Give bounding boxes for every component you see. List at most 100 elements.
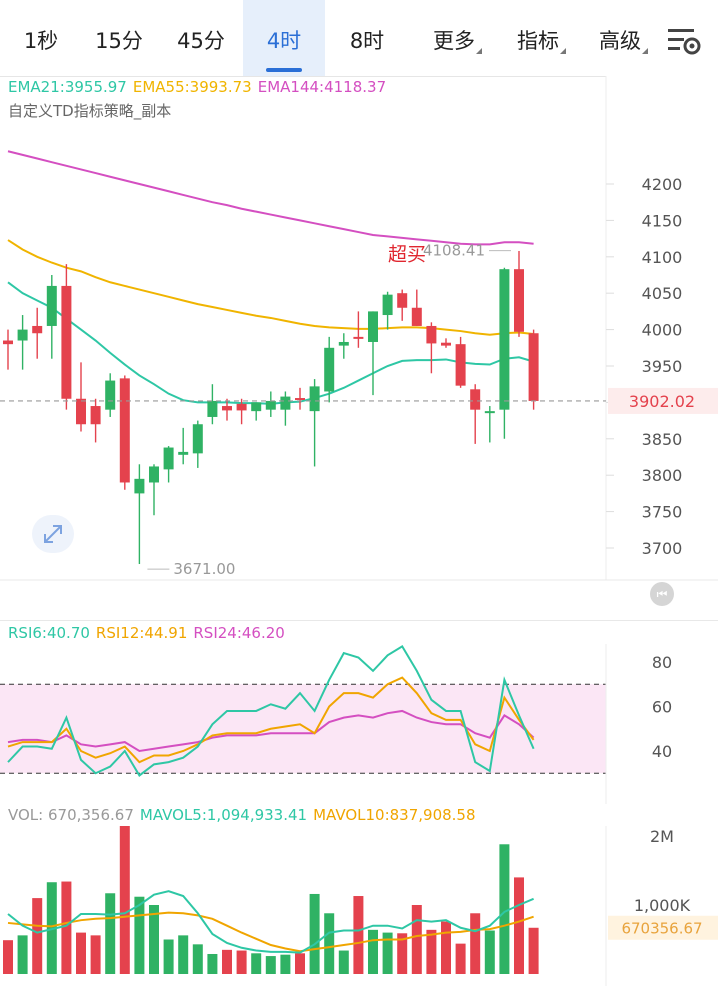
volume-bar [353, 896, 364, 974]
price-axis-label: 3850 [642, 430, 683, 449]
candle-body [353, 336, 364, 339]
dropdown-triangle-icon [642, 48, 648, 54]
current-price-tag [608, 387, 718, 414]
candle-body [3, 340, 13, 345]
volume-bar [338, 950, 349, 974]
volume-bar [484, 930, 495, 974]
expand-chart-icon[interactable] [32, 515, 74, 553]
divider [0, 620, 718, 621]
candle-body [119, 378, 130, 483]
candle-body [295, 398, 305, 401]
volume-bar [382, 932, 393, 974]
price-axis-label: 4150 [642, 211, 683, 230]
candle-body [46, 285, 57, 326]
volume-bar [134, 896, 145, 974]
candle-body [280, 396, 291, 410]
tab-advanced-dropdown[interactable]: 高级 [582, 0, 658, 76]
candle-body [382, 294, 393, 316]
ema21-line [7, 281, 534, 405]
chart-settings-icon[interactable] [664, 25, 704, 57]
volume-bar [192, 944, 203, 974]
candle-body [470, 389, 481, 410]
candle-body [251, 402, 262, 412]
volume-bar [236, 950, 247, 974]
volume-bar [455, 943, 466, 974]
tab-label: 1秒 [23, 29, 59, 53]
ema55-line [7, 239, 534, 336]
candle-body [309, 386, 320, 412]
price-axis-label: 3950 [642, 357, 683, 376]
volume-bar [397, 933, 408, 974]
candlestick-chart[interactable]: 4200415041004050400039503900385038003750… [0, 76, 718, 586]
volume-bar [178, 935, 189, 974]
volume-bar [32, 898, 43, 974]
tab-15m[interactable]: 15分 [86, 0, 152, 76]
volume-bar [441, 921, 451, 974]
tab-label: 8时 [349, 29, 385, 53]
rsi-legend: RSI6:40.70 RSI12:44.91 RSI24:46.20 [8, 624, 291, 642]
price-axis-label: 4200 [642, 175, 683, 194]
volume-bar [295, 953, 305, 974]
volume-bar [119, 826, 130, 974]
volume-bar [149, 905, 159, 974]
volume-bar [265, 956, 276, 974]
active-tab-indicator [266, 68, 302, 72]
volume-bar [411, 905, 422, 974]
tab-indicators-dropdown[interactable]: 指标 [500, 0, 576, 76]
tab-4h[interactable]: 4时 [243, 0, 325, 76]
rsi-axis-label: 60 [652, 698, 672, 717]
tab-more-dropdown[interactable]: 更多 [416, 0, 492, 76]
candle-body [528, 333, 539, 401]
candle-body [90, 406, 101, 425]
ema144-line [7, 150, 534, 246]
rsi-axis-label: 80 [652, 653, 672, 672]
candle-body [397, 293, 408, 308]
volume-bar [76, 932, 86, 974]
price-axis-panel [606, 76, 718, 586]
volume-bar [222, 949, 232, 974]
candle-body [265, 400, 276, 410]
volume-bar [368, 929, 378, 974]
current-price-label: 3902.02 [629, 392, 695, 411]
mavol10-value: MAVOL10:837,908.58 [313, 806, 476, 824]
rsi6-value: RSI6:40.70 [8, 624, 90, 642]
ema144-value: EMA144:4118.37 [257, 78, 387, 96]
candle-body [149, 466, 159, 483]
candle-body [192, 424, 203, 454]
mavol10-line [7, 911, 534, 953]
candle-body [514, 269, 524, 332]
tab-1s[interactable]: 1秒 [8, 0, 74, 76]
candle-body [207, 400, 218, 417]
candle-body [105, 380, 116, 410]
tab-label: 45分 [177, 29, 225, 53]
tab-45m[interactable]: 45分 [168, 0, 234, 76]
current-volume-label: 670356.67 [621, 920, 702, 938]
tab-label: 指标 [517, 29, 559, 53]
volume-bar [61, 881, 72, 974]
volume-chart[interactable]: 2M 1,000K 670356.67 [0, 826, 718, 986]
collapse-panel-icon[interactable]: ⏮ [650, 582, 674, 606]
candle-body [426, 325, 437, 344]
candle-body [441, 342, 451, 346]
volume-bar [528, 927, 539, 974]
ema55-value: EMA55:3993.73 [132, 78, 252, 96]
rsi12-line [7, 676, 535, 764]
tab-8h[interactable]: 8时 [334, 0, 400, 76]
rsi-chart[interactable]: 80 60 40 [0, 644, 718, 804]
ema21-value: EMA21:3955.97 [8, 78, 127, 96]
volume-bar [46, 882, 57, 974]
candle-body [236, 403, 247, 411]
vol-legend: VOL: 670,356.67 MAVOL5:1,094,933.41 MAVOL1… [8, 806, 482, 824]
volume-bar [17, 935, 28, 974]
candle-body [338, 341, 349, 346]
candle-body [76, 398, 86, 425]
price-axis-label: 4000 [642, 321, 683, 340]
ema-legend: EMA21:3955.97 EMA55:3993.73 EMA144:4118.37 [8, 78, 392, 96]
strategy-label: 自定义TD指标策略_副本 [8, 102, 172, 120]
tab-label: 15分 [95, 29, 143, 53]
price-axis-label: 3700 [642, 539, 683, 558]
candle-body [455, 344, 466, 386]
timeframe-tab-bar: 1秒 15分 45分 4时 8时 更多 指标 高级 [0, 0, 718, 77]
rsi24-line [7, 709, 535, 753]
current-volume-tag [608, 915, 718, 940]
